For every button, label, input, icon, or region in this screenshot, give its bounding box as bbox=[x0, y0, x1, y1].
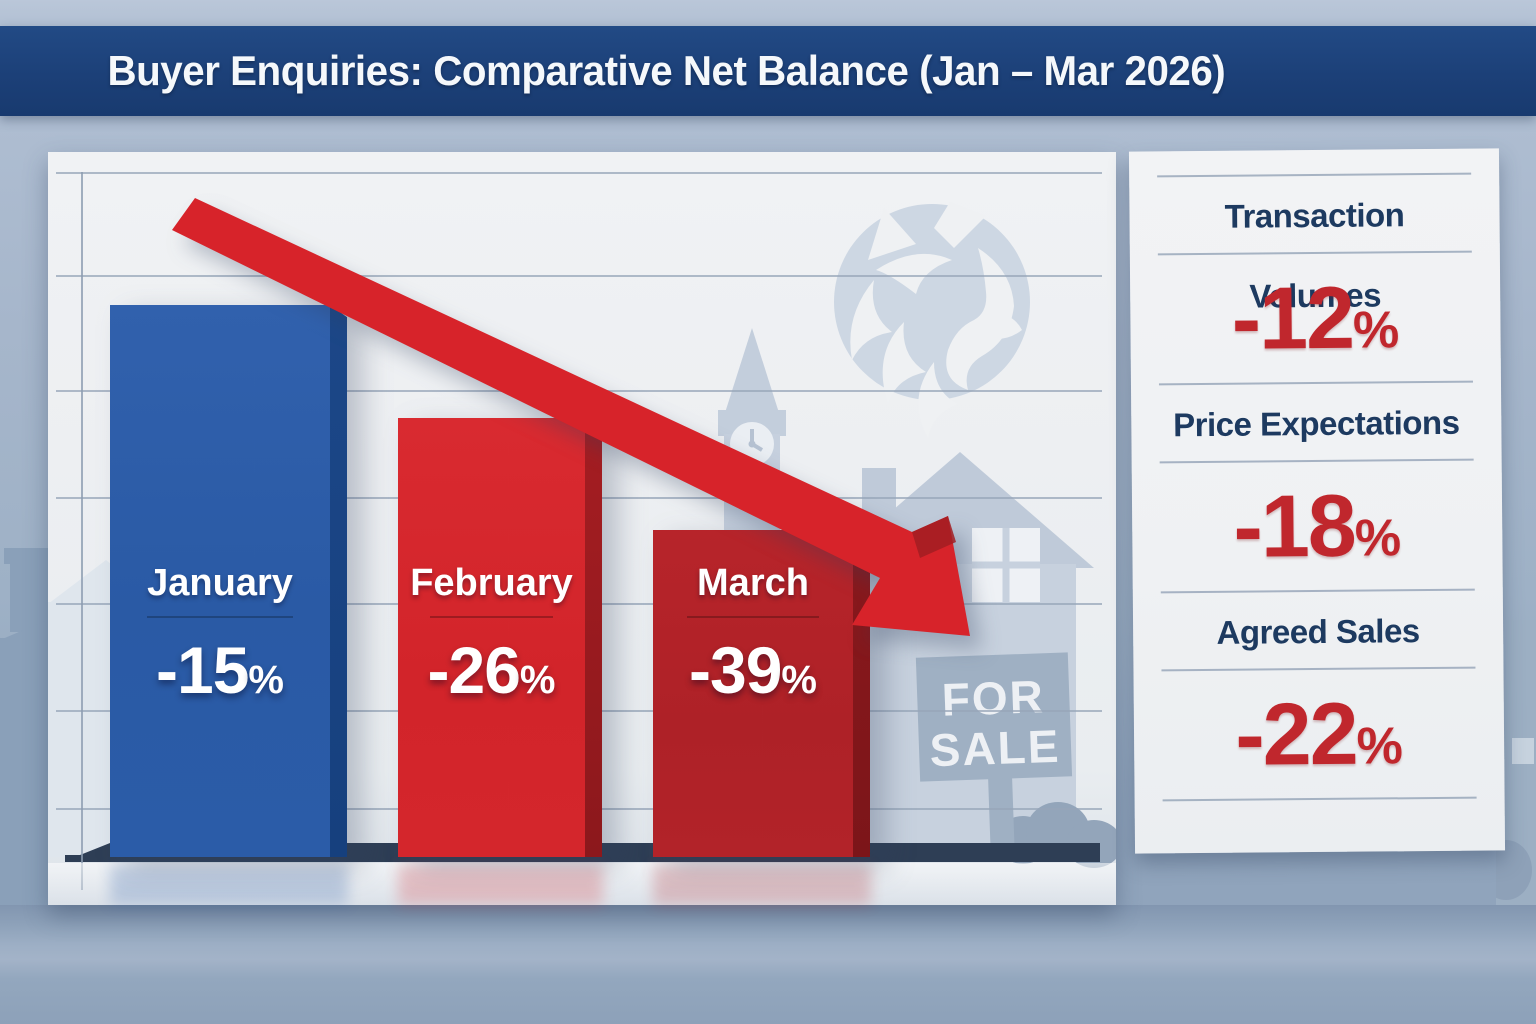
chart-panel: FOR SALE January -15% February -26% bbox=[48, 152, 1116, 905]
downward-trend-arrow-icon bbox=[172, 198, 970, 636]
metric-value-number: -22 bbox=[1234, 683, 1357, 784]
bar-value-number: -26 bbox=[427, 633, 521, 707]
metric-value-number: -18 bbox=[1233, 475, 1356, 576]
floor-background bbox=[0, 905, 1536, 1024]
bar-january-labels: January -15% bbox=[110, 560, 330, 720]
reflection-strip bbox=[48, 863, 1116, 905]
bar-january-face bbox=[110, 305, 330, 857]
bar-february: February -26% bbox=[398, 418, 602, 857]
bar-february-labels: February -26% bbox=[398, 560, 585, 720]
metric-value: -22% bbox=[1159, 669, 1478, 800]
lion-logo-watermark bbox=[834, 202, 1030, 438]
for-sale-sign: FOR SALE bbox=[915, 652, 1073, 857]
right-building-silhouette bbox=[1496, 620, 1536, 920]
metrics-side-panel: Transaction Volumes -12% Price Expectati… bbox=[1128, 148, 1506, 854]
bar-reflection bbox=[110, 865, 348, 905]
bar-february-face bbox=[398, 418, 585, 857]
metric-agreed-sales: Agreed Sales -22% bbox=[1159, 591, 1479, 802]
bar-value-percent: % bbox=[519, 658, 556, 702]
title-band: Buyer Enquiries: Comparative Net Balance… bbox=[0, 26, 1536, 116]
for-sale-text-line1: FOR bbox=[941, 670, 1046, 726]
gridline bbox=[56, 275, 1102, 277]
bar-january: January -15% bbox=[110, 305, 347, 857]
bar-february-side bbox=[585, 418, 602, 857]
top-strip bbox=[0, 0, 1536, 26]
bar-march-face bbox=[653, 530, 853, 857]
bar-label-divider bbox=[429, 616, 554, 618]
gridline bbox=[56, 172, 1102, 174]
bar-value-label: -15% bbox=[110, 630, 330, 720]
bar-label-divider bbox=[147, 616, 293, 618]
metric-label: Transaction Volumes bbox=[1224, 196, 1405, 315]
bar-value-percent: % bbox=[248, 658, 284, 702]
page-title: Buyer Enquiries: Comparative Net Balance… bbox=[107, 47, 1226, 94]
y-axis-line bbox=[81, 172, 83, 890]
metric-value-percent: % bbox=[1354, 509, 1402, 568]
bar-value-label: -26% bbox=[398, 630, 585, 720]
metric-value: -12% bbox=[1156, 253, 1475, 384]
bar-value-number: -15 bbox=[156, 633, 249, 707]
bar-month-label: February bbox=[410, 562, 573, 604]
bar-value-percent: % bbox=[781, 658, 817, 702]
baseline-bar-front bbox=[65, 855, 1100, 862]
bar-value-number: -39 bbox=[689, 633, 782, 707]
bar-march-labels: March -39% bbox=[653, 560, 853, 720]
bar-january-side bbox=[330, 305, 347, 857]
for-sale-text-line2: SALE bbox=[929, 720, 1061, 777]
bar-march: March -39% bbox=[653, 530, 870, 857]
bar-month-label: March bbox=[697, 562, 809, 604]
metric-label: Agreed Sales bbox=[1216, 612, 1420, 651]
metric-label: Price Expectations bbox=[1173, 403, 1460, 444]
metric-value-number: -12 bbox=[1231, 267, 1354, 368]
metric-value-percent: % bbox=[1356, 717, 1404, 776]
bar-value-label: -39% bbox=[653, 630, 853, 720]
bar-month-label: January bbox=[147, 562, 293, 604]
metric-value: -18% bbox=[1158, 461, 1477, 592]
bar-reflection bbox=[653, 865, 871, 905]
bar-reflection bbox=[398, 865, 603, 905]
metric-price-expectations: Price Expectations -18% bbox=[1157, 383, 1477, 594]
metric-value-percent: % bbox=[1352, 301, 1400, 360]
metric-transaction-volumes: Transaction Volumes -12% bbox=[1155, 175, 1475, 386]
bar-label-divider bbox=[687, 616, 819, 618]
